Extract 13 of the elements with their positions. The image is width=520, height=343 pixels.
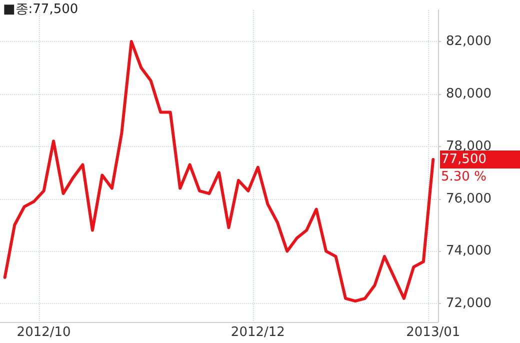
- y-tick-label: 80,000: [446, 86, 492, 102]
- y-tick-label: 82,000: [446, 34, 492, 49]
- y-tick-label: 72,000: [446, 296, 492, 312]
- y-tick-label: 76,000: [446, 191, 492, 206]
- y-tick-label: 78,000: [446, 138, 492, 154]
- text: 77,500: [441, 152, 486, 167]
- y-tick-label: 74,000: [446, 244, 492, 259]
- annotation: ■종:77,500: [3, 2, 78, 17]
- x-tick-label: 2012/12: [230, 325, 285, 340]
- x-tick-label: 2012/10: [16, 325, 71, 340]
- x-tick-label: 2013/01: [406, 325, 460, 340]
- text: 5.30 %: [441, 169, 486, 184]
- line-series: [3, 40, 435, 303]
